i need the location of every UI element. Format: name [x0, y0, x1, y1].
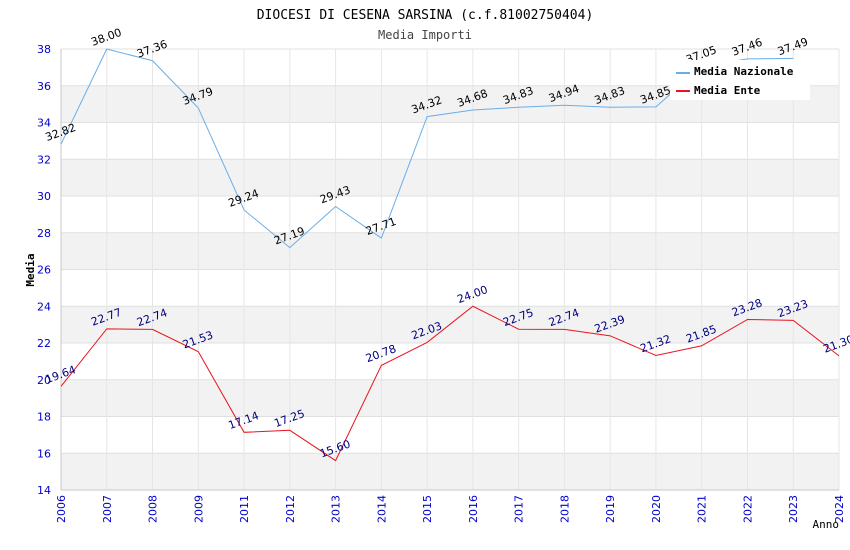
plot-band [61, 379, 839, 417]
y-tick-label: 22 [37, 337, 51, 350]
x-tick-label: 2015 [421, 495, 434, 523]
chart-title: DIOCESI DI CESENA SARSINA (c.f.810027504… [257, 8, 594, 23]
legend-box [670, 60, 810, 100]
x-tick-label: 2014 [375, 495, 388, 523]
x-tick-label: 2024 [833, 495, 846, 523]
x-tick-label: 2016 [467, 495, 480, 523]
x-tick-label: 2018 [558, 495, 571, 523]
y-tick-label: 26 [37, 264, 51, 277]
y-tick-label: 28 [37, 227, 51, 240]
y-tick-label: 14 [37, 484, 51, 497]
y-tick-label: 20 [37, 374, 51, 387]
x-tick-labels: 2006 2007 2008 2009 2011 2012 2013 2014 2015 2016… [55, 495, 846, 523]
plot-bands [61, 85, 839, 490]
x-tick-label: 2020 [650, 495, 663, 523]
y-tick-label: 32 [37, 153, 51, 166]
legend-label-media-nazionale: Media Nazionale [694, 65, 794, 78]
y-tick-label: 34 [37, 117, 51, 130]
y-tick-label: 38 [37, 43, 51, 56]
y-tick-labels: 14 16 18 20 22 24 26 28 30 32 34 36 38 [37, 43, 51, 497]
x-tick-label: 2022 [741, 495, 754, 523]
chart-subtitle: Media Importi [378, 28, 472, 42]
grid-lines [60, 48, 840, 491]
y-tick-label: 30 [37, 190, 51, 203]
plot-band [61, 232, 839, 270]
y-tick-label: 36 [37, 80, 51, 93]
plot-band [61, 453, 839, 490]
x-tick-label: 2008 [147, 495, 160, 523]
plot-band [61, 159, 839, 196]
x-tick-label: 2013 [330, 495, 343, 523]
x-tick-label: 2007 [101, 495, 114, 523]
x-tick-label: 2021 [696, 495, 709, 523]
legend-label-media-ente: Media Ente [694, 84, 761, 97]
y-tick-label: 18 [37, 411, 51, 424]
data-label: 38.00 [89, 26, 123, 49]
x-tick-label: 2009 [192, 495, 205, 523]
x-tick-label: 2017 [513, 495, 526, 523]
x-axis-label: Anno [813, 518, 840, 531]
y-tick-label: 24 [37, 300, 51, 313]
x-tick-label: 2012 [284, 495, 297, 523]
series-line-media-ente [60, 305, 840, 462]
x-tick-label: 2019 [604, 495, 617, 523]
x-tick-label: 2006 [55, 495, 68, 523]
x-tick-label: 2023 [787, 495, 800, 523]
x-tick-label: 2011 [238, 495, 251, 523]
legend: Media Nazionale Media Ente [670, 60, 810, 100]
y-tick-label: 16 [37, 447, 51, 460]
y-axis-label: Media [24, 253, 37, 286]
